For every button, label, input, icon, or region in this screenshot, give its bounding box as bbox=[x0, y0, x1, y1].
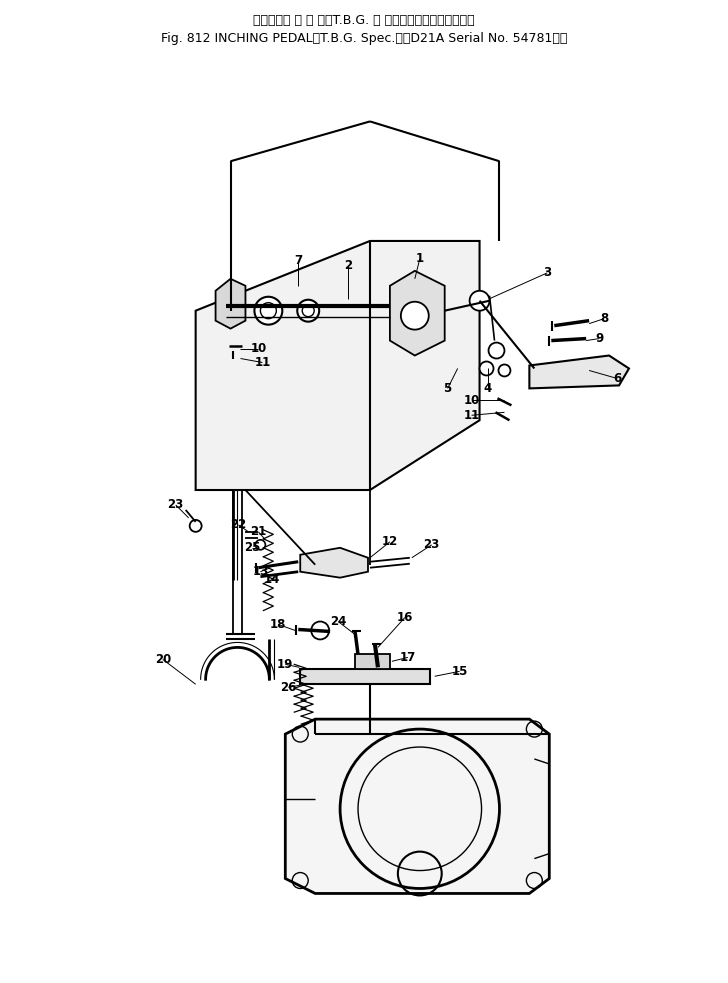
Text: 5: 5 bbox=[443, 381, 452, 395]
Polygon shape bbox=[215, 279, 245, 328]
Text: 25: 25 bbox=[244, 542, 261, 554]
Text: 13: 13 bbox=[253, 565, 269, 578]
Circle shape bbox=[311, 621, 329, 639]
Text: 19: 19 bbox=[277, 658, 293, 670]
Text: 14: 14 bbox=[264, 573, 280, 586]
Circle shape bbox=[401, 302, 429, 329]
Circle shape bbox=[256, 540, 266, 549]
Circle shape bbox=[302, 305, 314, 317]
Text: 26: 26 bbox=[280, 681, 296, 694]
Text: 12: 12 bbox=[381, 536, 398, 549]
Text: 24: 24 bbox=[330, 615, 347, 628]
Circle shape bbox=[261, 303, 277, 318]
Text: 9: 9 bbox=[595, 332, 604, 345]
Circle shape bbox=[488, 342, 505, 359]
Text: 2: 2 bbox=[344, 260, 352, 272]
Polygon shape bbox=[529, 356, 629, 388]
Polygon shape bbox=[300, 548, 368, 578]
Polygon shape bbox=[390, 271, 445, 356]
Text: 6: 6 bbox=[613, 372, 621, 385]
Text: 23: 23 bbox=[167, 498, 184, 511]
Text: 11: 11 bbox=[254, 356, 271, 369]
Text: 3: 3 bbox=[543, 266, 551, 279]
Text: 4: 4 bbox=[483, 381, 491, 395]
Text: Fig. 812 INCHING PEDAL（T.B.G. Spec.）（D21A Serial No. 54781～）: Fig. 812 INCHING PEDAL（T.B.G. Spec.）（D21… bbox=[161, 31, 567, 45]
Text: 20: 20 bbox=[154, 653, 171, 665]
Text: 10: 10 bbox=[464, 394, 480, 407]
Text: 22: 22 bbox=[230, 518, 247, 532]
Circle shape bbox=[254, 297, 282, 324]
Text: 16: 16 bbox=[397, 611, 413, 624]
Text: 21: 21 bbox=[250, 525, 266, 539]
Circle shape bbox=[297, 300, 319, 321]
Circle shape bbox=[499, 365, 510, 376]
Polygon shape bbox=[355, 655, 390, 669]
Text: 7: 7 bbox=[294, 255, 302, 267]
Text: 11: 11 bbox=[464, 409, 480, 422]
Text: 1: 1 bbox=[416, 253, 424, 265]
Text: インチング ペ ダ ル（T.B.G. 仕 様）（　　適用号機: インチング ペ ダ ル（T.B.G. 仕 様）（ 適用号機 bbox=[253, 14, 475, 27]
Polygon shape bbox=[285, 720, 550, 894]
Text: 17: 17 bbox=[400, 651, 416, 664]
Text: 18: 18 bbox=[270, 618, 287, 631]
Circle shape bbox=[480, 362, 494, 376]
Circle shape bbox=[470, 291, 489, 311]
Text: 8: 8 bbox=[600, 313, 608, 325]
Text: 23: 23 bbox=[424, 539, 440, 551]
Polygon shape bbox=[196, 241, 480, 490]
Text: 10: 10 bbox=[250, 342, 266, 355]
Text: 15: 15 bbox=[451, 665, 468, 678]
Polygon shape bbox=[300, 669, 430, 684]
